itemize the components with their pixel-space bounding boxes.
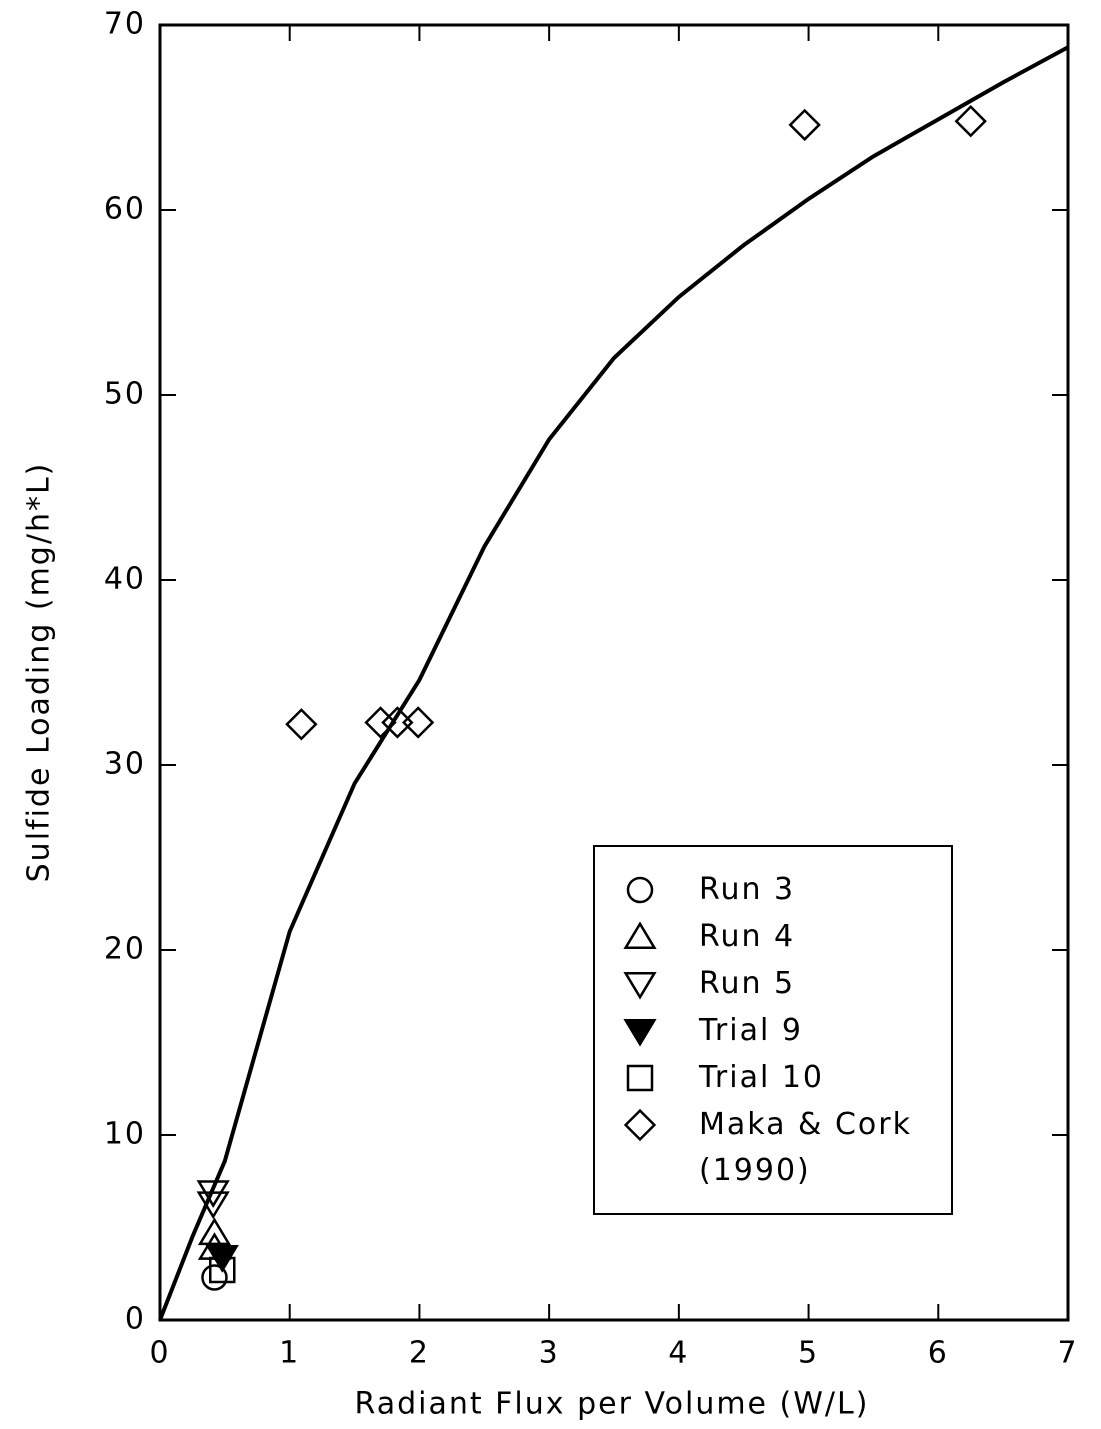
- x-tick-label: 3: [539, 1336, 560, 1371]
- marker-triangle-up: [623, 921, 657, 950]
- y-tick-label: 20: [104, 932, 146, 967]
- x-tick-label: 1: [279, 1336, 300, 1371]
- legend-label: Run 4: [699, 919, 796, 954]
- marker-triangle-up: [197, 1217, 232, 1246]
- y-tick-label: 40: [104, 562, 146, 597]
- marker-square: [626, 1064, 654, 1092]
- marker-diamond: [401, 706, 435, 739]
- y-tick-label: 70: [104, 7, 146, 42]
- x-axis-label: Radiant Flux per Volume (W/L): [355, 1387, 870, 1422]
- y-tick-label: 50: [104, 377, 146, 412]
- legend-marker: [626, 876, 654, 904]
- y-axis-label: Sulfide Loading (mg/h*L): [22, 462, 57, 883]
- marker-square: [209, 1256, 236, 1284]
- legend: Run 3 Run 4 Run 5 Trial 9 Trial 10 Maka & Cor…: [593, 845, 953, 1215]
- legend-label: Trial 9: [699, 1013, 803, 1048]
- x-tick-label: 0: [149, 1336, 170, 1371]
- marker-diamond: [623, 1108, 657, 1142]
- legend-marker: [626, 1064, 654, 1092]
- y-tick-label: 10: [104, 1117, 146, 1152]
- y-tick-label: 0: [125, 1302, 146, 1337]
- x-tick-label: 7: [1057, 1336, 1078, 1371]
- legend-marker: [623, 1108, 657, 1142]
- legend-marker: [623, 921, 657, 950]
- marker-diamond: [285, 708, 318, 741]
- legend-label: Run 3: [699, 872, 796, 907]
- y-tick-label: 60: [104, 192, 146, 227]
- legend-marker: [623, 1018, 657, 1047]
- marker-circle: [201, 1264, 228, 1291]
- marker-diamond: [364, 706, 397, 739]
- legend-label: Run 5: [699, 966, 796, 1001]
- marker-triangle-down: [623, 1018, 657, 1047]
- x-tick-label: 5: [798, 1336, 819, 1371]
- y-tick-label: 30: [104, 747, 146, 782]
- marker-diamond: [954, 105, 987, 138]
- legend-marker: [623, 971, 657, 1000]
- x-tick-label: 2: [409, 1336, 430, 1371]
- marker-triangle-down: [623, 971, 657, 1000]
- plot-frame: [158, 23, 1070, 1322]
- marker-diamond: [788, 108, 821, 142]
- legend-label: Trial 10: [699, 1060, 825, 1095]
- legend-label: Maka & Cork (1990): [699, 1107, 912, 1188]
- marker-triangle-down: [196, 1191, 230, 1220]
- x-tick-label: 4: [668, 1336, 689, 1371]
- x-tick-label: 6: [928, 1336, 949, 1371]
- fit-curve: [158, 45, 1069, 1321]
- marker-circle: [626, 876, 654, 904]
